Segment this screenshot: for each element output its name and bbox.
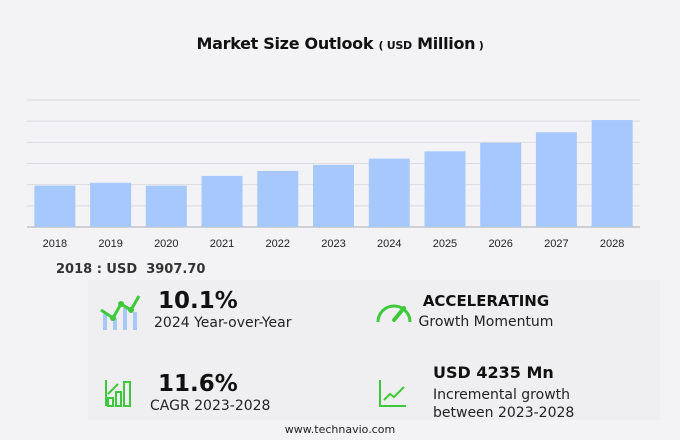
- bar-2027: [535, 132, 577, 227]
- bar-2028: [591, 120, 633, 227]
- x-tick-label: 2018: [43, 238, 67, 250]
- cagr-label: CAGR 2023-2028: [150, 398, 271, 414]
- x-tick-label: 2028: [600, 238, 624, 250]
- x-tick-label: 2027: [544, 238, 568, 250]
- title-scale: Million: [417, 34, 476, 53]
- x-tick-label: 2022: [266, 238, 290, 250]
- x-tick-label: 2026: [488, 238, 512, 250]
- growth-chart-icon: [100, 295, 141, 330]
- stat-cagr: 11.6% CAGR 2023-2028: [150, 371, 270, 415]
- momentum-label: Growth Momentum: [418, 314, 554, 330]
- bar-2023: [313, 164, 354, 227]
- footer-url[interactable]: www.technavio.com: [284, 423, 396, 436]
- x-tick-label: 2020: [154, 238, 178, 250]
- base-year-number: 3907.70: [146, 262, 206, 277]
- bar-2021: [201, 175, 243, 227]
- bar-chart: 2018 2019 2020 2021 2022 2023 2024 2025 2026 2027…: [27, 99, 640, 250]
- stat-momentum: ACCELERATING Growth Momentum: [406, 292, 566, 331]
- stats-panel: [88, 280, 660, 420]
- bar-2024: [368, 158, 410, 227]
- speedometer-icon: [376, 304, 412, 323]
- yoy-value: 10.1%: [158, 288, 238, 314]
- bar-2019: [90, 182, 132, 227]
- x-tick-label: 2019: [98, 238, 122, 250]
- bar-growth-icon: [105, 380, 131, 407]
- incremental-label-2: between 2023-2028: [433, 405, 575, 421]
- momentum-value: ACCELERATING: [422, 292, 550, 310]
- title-unit: USD: [386, 39, 412, 52]
- base-year-label: 2018 : USD: [56, 262, 138, 277]
- line-growth-icon: [379, 380, 406, 407]
- bar-2020: [145, 185, 187, 227]
- x-tick-label: 2025: [433, 238, 457, 250]
- stat-incremental: USD 4235 Mn Incremental growth between 2…: [433, 363, 574, 422]
- incremental-value: USD 4235 Mn: [433, 363, 554, 382]
- bar-2025: [424, 151, 466, 227]
- title-main: Market Size Outlook: [196, 34, 374, 53]
- yoy-label: 2024 Year-over-Year: [154, 315, 292, 331]
- x-tick-label: 2024: [377, 238, 401, 250]
- bar-2018: [34, 185, 76, 227]
- cagr-value: 11.6%: [158, 371, 238, 397]
- stat-yoy: 10.1% 2024 Year-over-Year: [154, 288, 292, 332]
- x-tick-label: 2023: [321, 238, 345, 250]
- bar-2022: [257, 170, 299, 227]
- x-tick-label: 2021: [210, 238, 234, 250]
- bar-2026: [480, 142, 522, 227]
- base-year-value: 2018 : USD 3907.70: [56, 262, 205, 277]
- chart-title: Market Size Outlook ( USD Million ): [196, 34, 484, 53]
- incremental-label-1: Incremental growth: [433, 387, 571, 403]
